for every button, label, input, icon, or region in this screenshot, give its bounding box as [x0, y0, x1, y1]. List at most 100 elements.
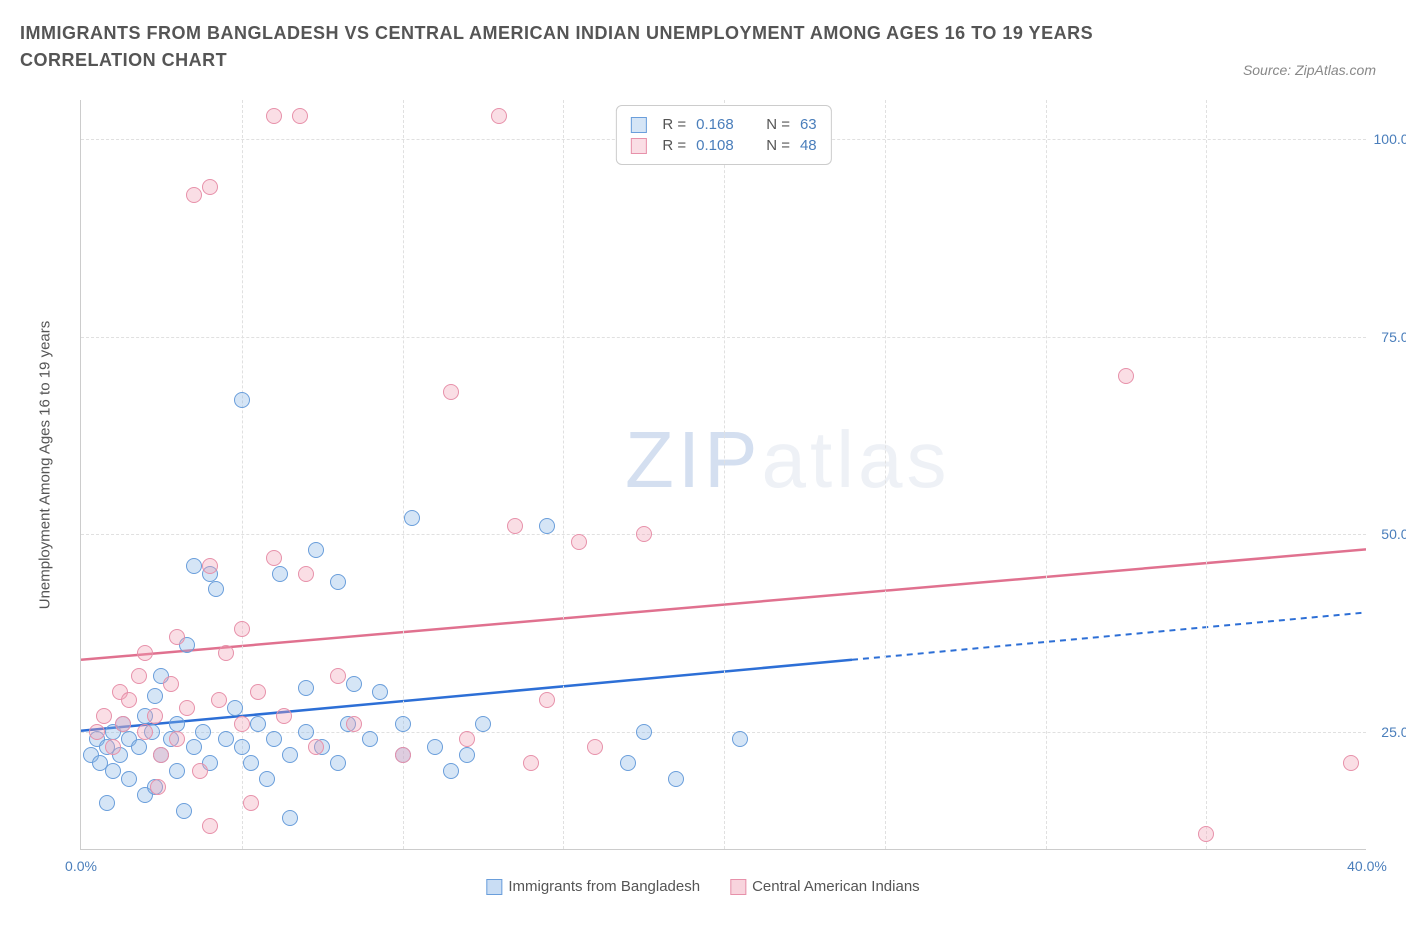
data-point — [96, 708, 112, 724]
data-point — [1343, 755, 1359, 771]
data-point — [105, 763, 121, 779]
y-tick-label: 50.0% — [1371, 526, 1406, 542]
data-point — [298, 680, 314, 696]
x-tick-label: 0.0% — [65, 858, 97, 874]
legend-item: Central American Indians — [730, 878, 920, 895]
legend-swatch — [730, 879, 746, 895]
data-point — [150, 779, 166, 795]
y-tick-label: 25.0% — [1371, 724, 1406, 740]
data-point — [250, 716, 266, 732]
data-point — [234, 621, 250, 637]
data-point — [1118, 368, 1134, 384]
data-point — [137, 724, 153, 740]
data-point — [179, 700, 195, 716]
data-point — [169, 731, 185, 747]
gridline-v — [1206, 100, 1207, 849]
data-point — [346, 676, 362, 692]
data-point — [636, 724, 652, 740]
data-point — [266, 550, 282, 566]
data-point — [539, 692, 555, 708]
data-point — [243, 755, 259, 771]
stat-value-n: 48 — [800, 137, 817, 154]
data-point — [298, 724, 314, 740]
data-point — [459, 747, 475, 763]
data-point — [282, 747, 298, 763]
data-point — [292, 108, 308, 124]
data-point — [211, 692, 227, 708]
data-point — [475, 716, 491, 732]
data-point — [539, 518, 555, 534]
legend-item: Immigrants from Bangladesh — [486, 878, 700, 895]
data-point — [266, 731, 282, 747]
stat-label-r: R = — [662, 116, 686, 133]
data-point — [395, 747, 411, 763]
data-point — [395, 716, 411, 732]
data-point — [308, 739, 324, 755]
data-point — [186, 187, 202, 203]
data-point — [507, 518, 523, 534]
watermark-atlas: atlas — [761, 415, 950, 504]
stats-row: R = 0.108 N = 48 — [630, 135, 816, 156]
stat-value-n: 63 — [800, 116, 817, 133]
data-point — [192, 763, 208, 779]
data-point — [636, 526, 652, 542]
legend: Immigrants from Bangladesh Central Americ… — [486, 878, 919, 895]
gridline-v — [885, 100, 886, 849]
stats-box: R = 0.168 N = 63R = 0.108 N = 48 — [615, 105, 831, 165]
trend-line — [81, 660, 852, 731]
data-point — [121, 692, 137, 708]
data-point — [250, 684, 266, 700]
legend-label: Central American Indians — [752, 878, 920, 895]
data-point — [105, 739, 121, 755]
data-point — [234, 392, 250, 408]
data-point — [620, 755, 636, 771]
data-point — [186, 558, 202, 574]
data-point — [176, 803, 192, 819]
legend-swatch — [630, 117, 646, 133]
data-point — [137, 645, 153, 661]
data-point — [298, 566, 314, 582]
data-point — [169, 763, 185, 779]
data-point — [195, 724, 211, 740]
data-point — [121, 771, 137, 787]
legend-swatch — [630, 138, 646, 154]
data-point — [282, 810, 298, 826]
data-point — [259, 771, 275, 787]
gridline-v — [724, 100, 725, 849]
watermark: ZIPatlas — [625, 414, 950, 506]
data-point — [153, 747, 169, 763]
data-point — [571, 534, 587, 550]
data-point — [443, 384, 459, 400]
data-point — [732, 731, 748, 747]
data-point — [218, 731, 234, 747]
x-tick-label: 40.0% — [1347, 858, 1387, 874]
data-point — [234, 716, 250, 732]
data-point — [169, 629, 185, 645]
chart-container: IMMIGRANTS FROM BANGLADESH VS CENTRAL AM… — [20, 20, 1386, 910]
data-point — [491, 108, 507, 124]
data-point — [89, 724, 105, 740]
trend-line-dashed — [852, 612, 1366, 659]
data-point — [131, 739, 147, 755]
data-point — [276, 708, 292, 724]
legend-swatch — [486, 879, 502, 895]
stat-label-n: N = — [766, 116, 790, 133]
data-point — [346, 716, 362, 732]
data-point — [243, 795, 259, 811]
gridline-v — [403, 100, 404, 849]
data-point — [234, 739, 250, 755]
data-point — [523, 755, 539, 771]
source-attribution: Source: ZipAtlas.com — [1243, 62, 1376, 78]
data-point — [202, 818, 218, 834]
stat-value-r: 0.108 — [696, 137, 734, 154]
data-point — [169, 716, 185, 732]
data-point — [266, 108, 282, 124]
watermark-zip: ZIP — [625, 415, 761, 504]
stat-label-n: N = — [766, 137, 790, 154]
data-point — [227, 700, 243, 716]
data-point — [99, 795, 115, 811]
data-point — [459, 731, 475, 747]
data-point — [218, 645, 234, 661]
data-point — [362, 731, 378, 747]
data-point — [163, 676, 179, 692]
